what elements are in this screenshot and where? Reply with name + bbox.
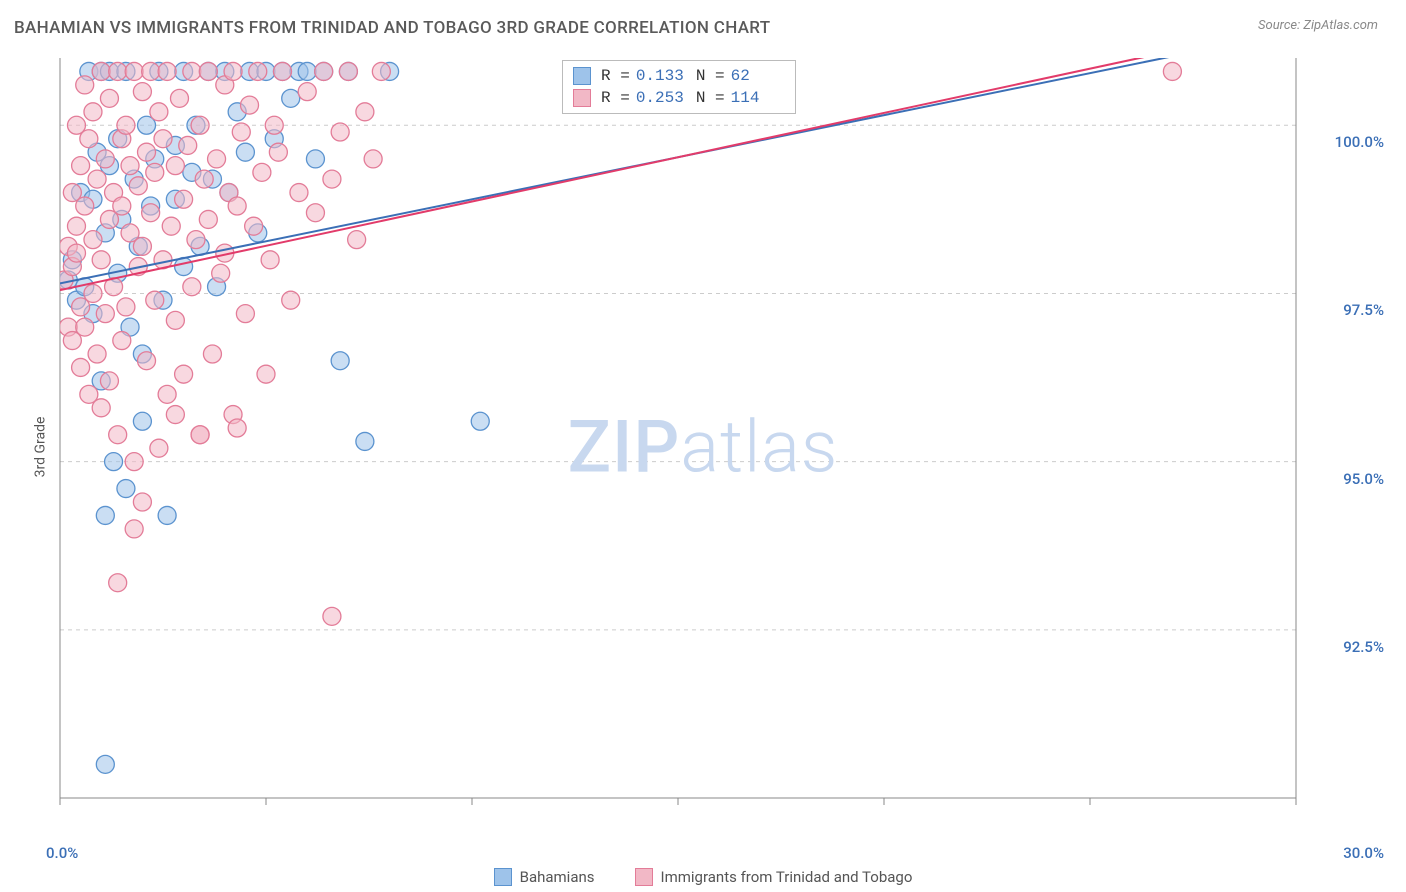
stats-swatch	[573, 89, 591, 107]
y-axis-tick-label: 95.0%	[1343, 470, 1384, 488]
legend-item-series1: Bahamians	[494, 868, 595, 886]
stats-swatch	[573, 67, 591, 85]
legend-swatch-series1	[494, 868, 512, 886]
y-axis-tick-label: 100.0%	[1335, 133, 1384, 151]
stats-row: R = 0.133 N = 62	[573, 65, 785, 87]
stats-r-value: 0.253	[636, 89, 690, 107]
source-attribution: Source: ZipAtlas.com	[1258, 18, 1378, 33]
stats-n-label: N =	[696, 89, 725, 107]
scatter-plot	[46, 52, 1386, 812]
correlation-stats-box: R = 0.133 N = 62R = 0.253 N = 114	[562, 60, 796, 114]
stats-r-label: R =	[601, 89, 630, 107]
x-axis-min-label: 0.0%	[46, 844, 78, 862]
y-axis-label: 3rd Grade	[32, 417, 48, 478]
x-axis-max-label: 30.0%	[1343, 844, 1384, 862]
page-title: BAHAMIAN VS IMMIGRANTS FROM TRINIDAD AND…	[14, 18, 770, 38]
stats-r-label: R =	[601, 67, 630, 85]
legend-label-series2: Immigrants from Trinidad and Tobago	[661, 868, 913, 886]
stats-n-value: 114	[731, 89, 785, 107]
legend-item-series2: Immigrants from Trinidad and Tobago	[635, 868, 913, 886]
stats-n-label: N =	[696, 67, 725, 85]
stats-n-value: 62	[731, 67, 785, 85]
y-axis-tick-label: 92.5%	[1343, 638, 1384, 656]
stats-r-value: 0.133	[636, 67, 690, 85]
legend-label-series1: Bahamians	[520, 868, 595, 886]
y-axis-tick-label: 97.5%	[1343, 301, 1384, 319]
bottom-legend: Bahamians Immigrants from Trinidad and T…	[0, 868, 1406, 886]
legend-swatch-series2	[635, 868, 653, 886]
stats-row: R = 0.253 N = 114	[573, 87, 785, 109]
chart-container: 3rd Grade ZIPatlas R = 0.133 N = 62R = 0…	[14, 52, 1392, 842]
